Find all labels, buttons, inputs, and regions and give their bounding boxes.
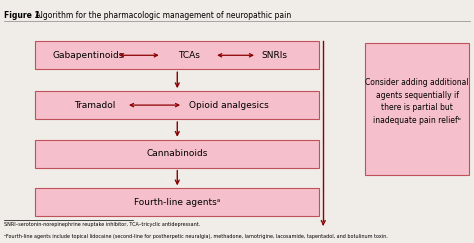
Text: Cannabinoids: Cannabinoids: [146, 149, 208, 158]
Text: Gabapentinoids: Gabapentinoids: [52, 51, 123, 60]
Text: Figure 1.: Figure 1.: [4, 11, 42, 20]
Text: Fourth-line agentsᵃ: Fourth-line agentsᵃ: [134, 198, 220, 207]
Text: SNRI–serotonin-norepinephrine reuptake inhibitor, TCA–tricyclic antidepressant.: SNRI–serotonin-norepinephrine reuptake i…: [4, 222, 200, 227]
FancyBboxPatch shape: [365, 43, 469, 175]
FancyBboxPatch shape: [35, 41, 319, 69]
FancyBboxPatch shape: [35, 188, 319, 216]
Text: Opioid analgesics: Opioid analgesics: [189, 101, 268, 110]
Text: Algorithm for the pharmacologic management of neuropathic pain: Algorithm for the pharmacologic manageme…: [33, 11, 292, 20]
Text: ᵃFourth-line agents include topical lidocaine (second-line for postherpetic neur: ᵃFourth-line agents include topical lido…: [4, 234, 388, 239]
Text: SNRIs: SNRIs: [261, 51, 287, 60]
Text: Consider adding additional
agents sequentially if
there is partial but
inadequat: Consider adding additional agents sequen…: [365, 78, 469, 125]
FancyBboxPatch shape: [35, 140, 319, 168]
FancyBboxPatch shape: [35, 91, 319, 119]
Text: TCAs: TCAs: [178, 51, 200, 60]
Text: Tramadol: Tramadol: [74, 101, 116, 110]
